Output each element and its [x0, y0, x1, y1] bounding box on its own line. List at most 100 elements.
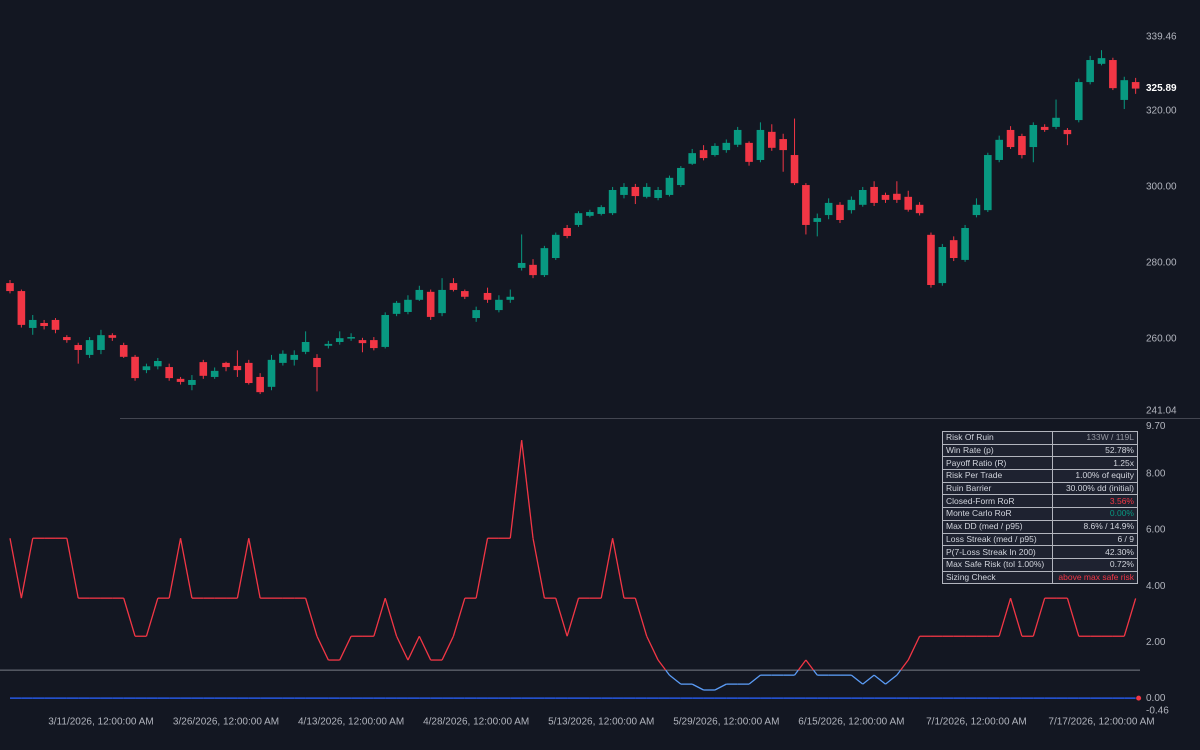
- line-segment: [873, 674, 886, 685]
- line-segment: [657, 659, 667, 671]
- candle-body: [461, 291, 469, 297]
- table-row: Payoff Ratio (R) 1.25x: [942, 456, 1138, 471]
- line-segment: [850, 674, 864, 685]
- line-segment: [1066, 597, 1080, 637]
- candle-body: [108, 335, 117, 338]
- candle-body: [1052, 117, 1060, 127]
- y-tick-label: 280.00: [1146, 258, 1177, 269]
- line-segment: [812, 669, 818, 676]
- stats-table: Risk Of Ruin 133W / 119L Win Rate (p) 52.78…: [942, 431, 1138, 585]
- metric-value: 52.78%: [1052, 443, 1138, 458]
- candle-body: [335, 338, 344, 342]
- candle-body: [1131, 82, 1140, 89]
- candle-body: [915, 204, 924, 214]
- line-segment: [1032, 597, 1046, 637]
- table-row: P(7-Loss Streak In 200) 42.30%: [942, 545, 1138, 559]
- candle-body: [347, 337, 355, 339]
- y-tick-label: 2.00: [1146, 637, 1166, 648]
- line-segment: [304, 597, 318, 637]
- line-segment: [339, 635, 352, 661]
- line-segment: [907, 635, 921, 661]
- candle-body: [699, 150, 708, 159]
- candle-body: [358, 340, 367, 344]
- candle-body: [665, 177, 674, 195]
- candle-body: [620, 186, 628, 195]
- candle-body: [1063, 129, 1072, 135]
- line-segment: [407, 635, 420, 661]
- table-row: Max DD (med / p95) 8.6% / 14.9%: [942, 519, 1138, 534]
- candle-body: [1074, 82, 1083, 121]
- candle-body: [40, 322, 48, 327]
- table-row: Max Safe Risk (tol 1.00%) 0.72%: [942, 557, 1138, 572]
- candle-body: [85, 340, 94, 355]
- table-row: Win Rate (p) 52.78%: [942, 443, 1138, 458]
- metric-value: 0.72%: [1052, 557, 1138, 572]
- candle-body: [392, 302, 401, 314]
- candle-body: [688, 153, 696, 164]
- y-tick-label: 320.00: [1146, 106, 1177, 117]
- candle-body: [449, 283, 458, 290]
- metric-name: Loss Streak (med / p95): [942, 532, 1053, 547]
- x-tick-label: 3/11/2026, 12:00:00 AM: [48, 717, 153, 728]
- candle-body: [995, 139, 1003, 160]
- metric-name: Max DD (med / p95): [942, 519, 1053, 534]
- y-tick-label: 339.46: [1146, 32, 1177, 43]
- metric-value: 1.00% of equity: [1052, 469, 1138, 483]
- y-tick-label: 9.70: [1146, 421, 1166, 432]
- line-segment: [748, 674, 761, 685]
- candle-body: [279, 353, 287, 363]
- metric-name: Closed-Form RoR: [942, 494, 1053, 509]
- candle-body: [222, 362, 230, 368]
- candle-body: [893, 193, 901, 200]
- candle-body: [210, 370, 219, 377]
- candle-body: [6, 283, 14, 292]
- candle-body: [586, 212, 594, 216]
- candle-body: [1029, 125, 1038, 148]
- candle-body: [711, 145, 719, 156]
- metric-name: Risk Of Ruin: [942, 431, 1053, 445]
- candle-body: [28, 319, 37, 328]
- line-segment: [248, 538, 261, 599]
- line-segment: [66, 538, 79, 599]
- candle-body: [1006, 129, 1015, 148]
- last-point-marker: [1136, 695, 1142, 701]
- candle-body: [677, 167, 685, 186]
- candle-body: [642, 186, 651, 197]
- candle-body: [1109, 60, 1117, 89]
- x-tick-label: 4/13/2026, 12:00:00 AM: [298, 717, 404, 728]
- candle-body: [17, 291, 26, 325]
- candle-body: [802, 185, 810, 225]
- candle-body: [904, 196, 913, 210]
- candle-body: [1018, 136, 1026, 156]
- line-segment: [236, 538, 250, 599]
- candle-body: [154, 360, 162, 367]
- line-segment: [600, 538, 614, 599]
- candle-body: [1040, 126, 1049, 130]
- line-segment: [714, 683, 727, 691]
- line-segment: [373, 597, 386, 637]
- y-tick-label: 0.00: [1146, 693, 1166, 704]
- line-segment: [691, 683, 704, 691]
- line-segment: [634, 597, 648, 637]
- candle-body: [199, 362, 208, 376]
- candle-body: [1086, 60, 1094, 83]
- line-segment: [1009, 597, 1023, 637]
- candle-body: [165, 367, 173, 379]
- line-segment: [566, 597, 580, 637]
- x-tick-label: 7/17/2026, 12:00:00 AM: [1048, 717, 1154, 728]
- table-row: Closed-Form RoR 3.56%: [942, 494, 1138, 509]
- metric-name: Win Rate (p): [942, 443, 1053, 458]
- line-segment: [145, 597, 159, 637]
- candle-body: [506, 296, 515, 300]
- candle-body: [767, 131, 776, 148]
- candle-body: [256, 376, 264, 393]
- candle-body: [847, 199, 856, 211]
- candle-body: [961, 227, 969, 260]
- candle-body: [142, 366, 151, 371]
- candle-body: [790, 155, 799, 184]
- candle-body: [1120, 80, 1129, 100]
- candle-body: [631, 186, 640, 197]
- candle-body: [483, 292, 492, 300]
- metric-name: P(7-Loss Streak In 200): [942, 545, 1053, 559]
- metric-value: 1.25x: [1052, 456, 1138, 471]
